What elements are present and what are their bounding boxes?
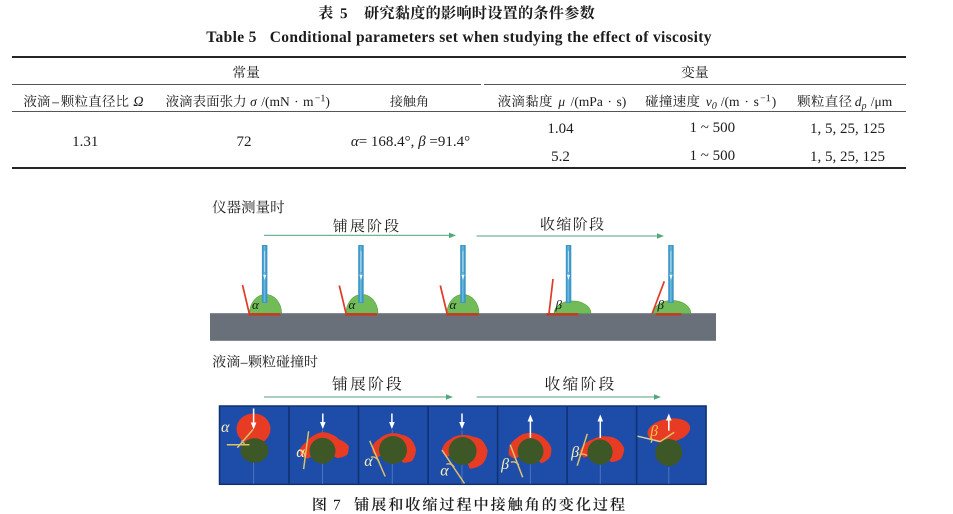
svg-text:α: α	[364, 453, 373, 470]
svg-text:β: β	[555, 297, 563, 312]
svg-text:α: α	[349, 297, 357, 312]
svg-text:α: α	[450, 297, 458, 312]
svg-text:α: α	[296, 444, 305, 461]
svg-text:β: β	[500, 456, 509, 473]
svg-text:α: α	[221, 419, 230, 436]
svg-text:β: β	[570, 444, 579, 461]
svg-text:β: β	[649, 423, 658, 440]
svg-text:α: α	[440, 462, 449, 479]
svg-text:β: β	[657, 297, 665, 312]
svg-text:α: α	[252, 297, 260, 312]
